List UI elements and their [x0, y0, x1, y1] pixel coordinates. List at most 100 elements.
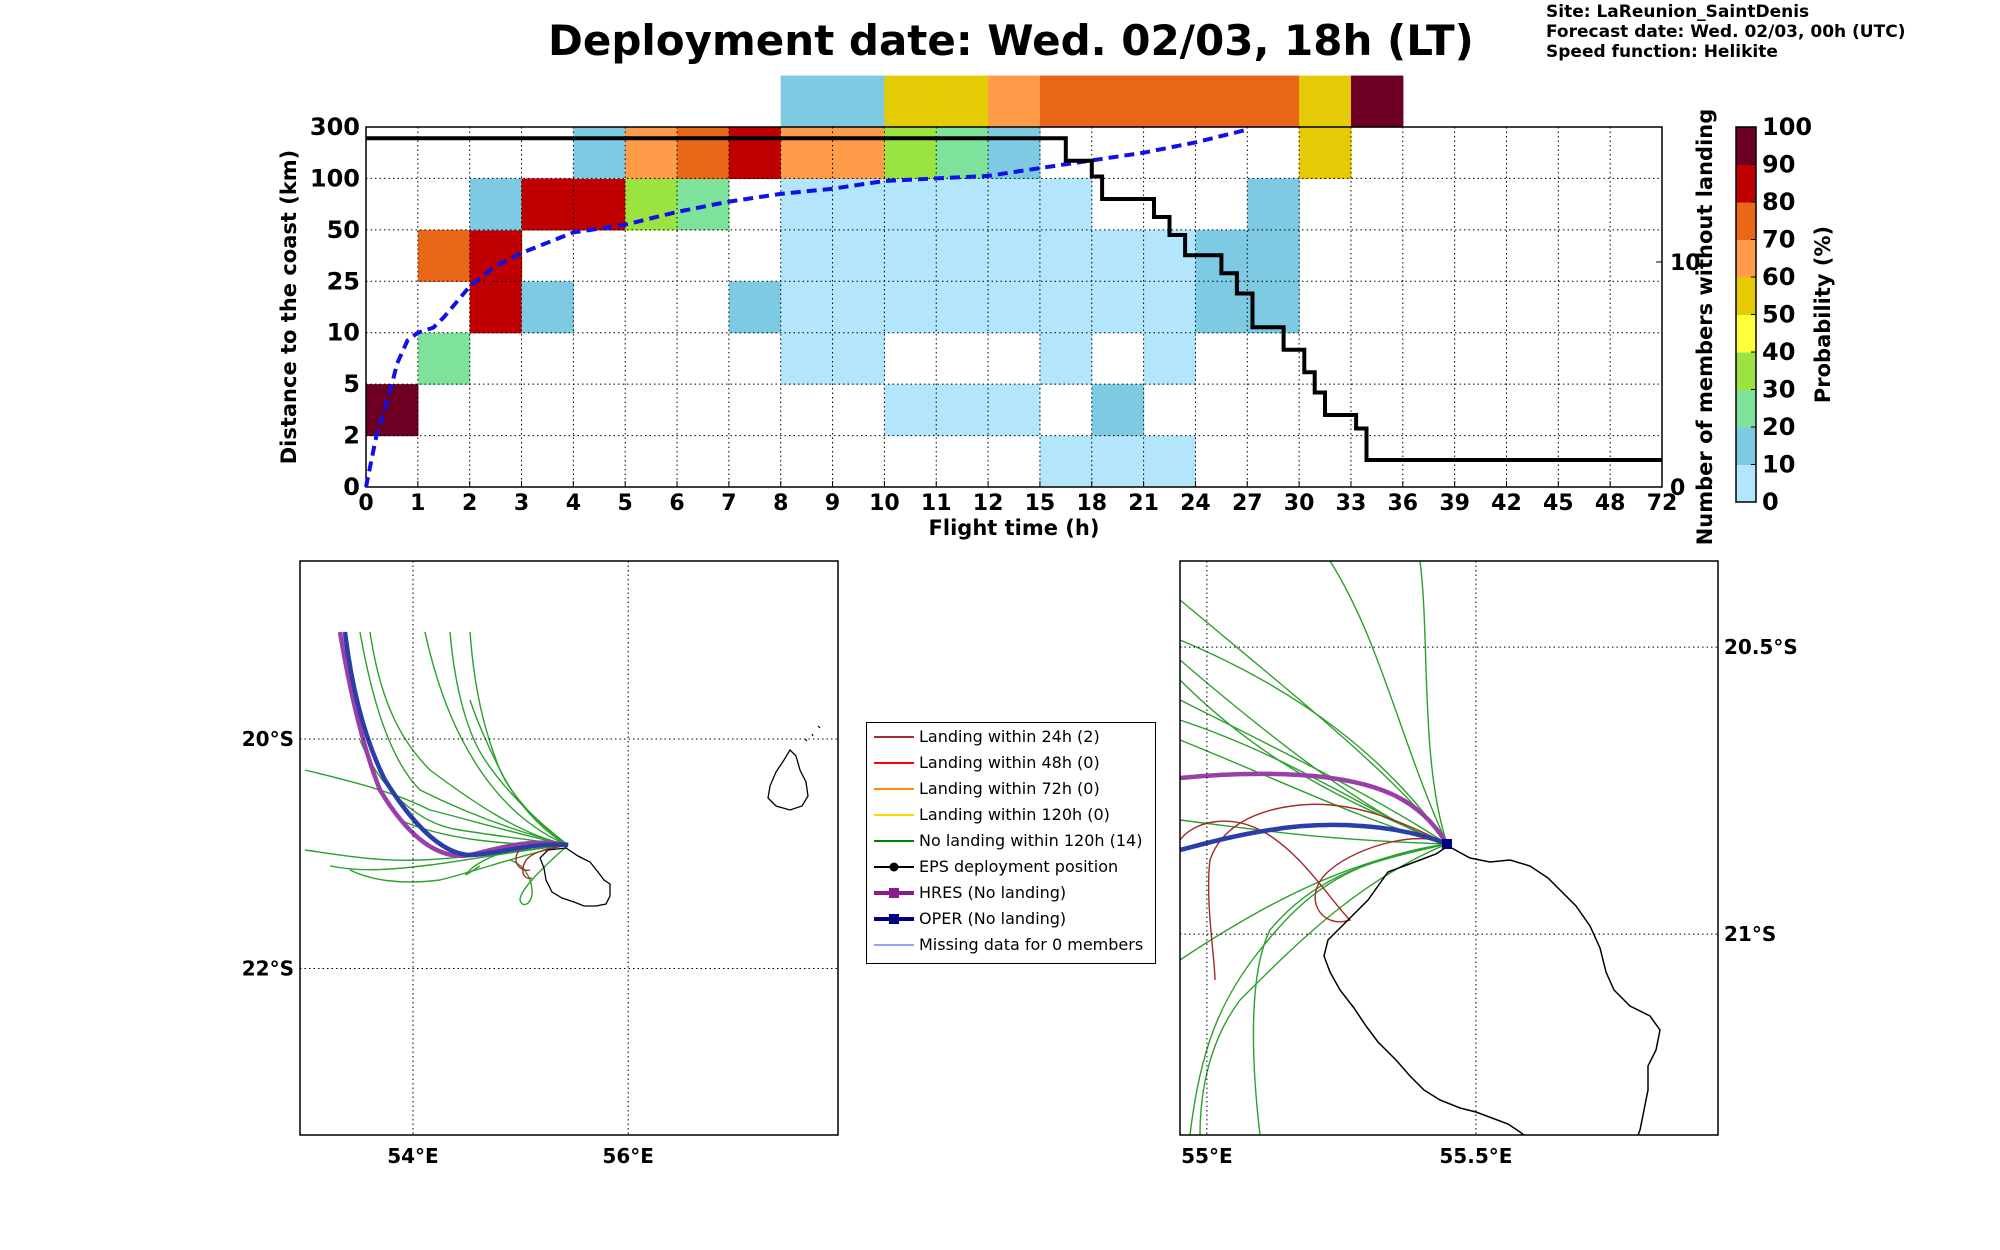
heatmap-frame [365, 126, 1663, 488]
colorbar-tick-label: 30 [1762, 376, 1795, 404]
heatmap-cell [832, 75, 885, 128]
site-name: Site: LaReunion_SaintDenis [1546, 2, 1810, 22]
heatmap-cell [677, 127, 730, 180]
heatmap-cell [469, 281, 523, 334]
colorbar-tick-label: 60 [1762, 263, 1795, 291]
y-tick-label: 100 [310, 164, 360, 192]
heatmap-cell [884, 127, 937, 180]
x-tick-label: 9 [825, 491, 840, 516]
legend-item: Landing within 120h (0) [867, 802, 1155, 826]
x-tick-label: 27 [1232, 491, 1263, 516]
x-tick-label: 3 [514, 491, 529, 516]
heatmap-cell [780, 127, 834, 180]
x-tick-label: 10 [869, 491, 900, 516]
colorbar-tick-label: 40 [1762, 338, 1795, 366]
y-tick-label: 50 [327, 216, 360, 244]
no-landing-trajectory [1419, 561, 1448, 845]
colorbar-segment [1736, 314, 1756, 353]
right-axis-label: Number of members without landing [1693, 109, 1717, 546]
colorbar-tick-label: 0 [1762, 488, 1779, 516]
heatmap-cell [1299, 127, 1352, 180]
colorbar-tick-label: 20 [1762, 413, 1795, 441]
heatmap-cell [832, 332, 885, 385]
reunion-coast-outline [1323, 845, 1661, 1135]
colorbar-tick-label: 70 [1762, 226, 1795, 254]
colorbar-tick-label: 90 [1762, 151, 1795, 179]
colorbar-segment [1736, 239, 1756, 278]
hres-trajectory [1180, 771, 1449, 846]
heatmap-cell [988, 229, 1041, 282]
no-landing-trajectory [1329, 561, 1448, 845]
heatmap-cell [1247, 178, 1300, 231]
site-info: Site: LaReunion_SaintDenis Forecast date… [1546, 2, 1905, 62]
map-y-tick-label: 20.5°S [1724, 635, 1798, 659]
x-tick-label: 12 [973, 491, 1004, 516]
oper-trajectory [1180, 822, 1448, 853]
y-tick-label: 300 [310, 113, 360, 141]
no-landing-trajectory [1199, 843, 1448, 1135]
map-y-tick-label: 21°S [1724, 922, 1776, 946]
colorbar-label: Probability (%) [1811, 226, 1835, 403]
heatmap-cell [936, 127, 989, 180]
no-landing-trajectory [359, 739, 569, 846]
legend-label: Landing within 24h (2) [919, 727, 1100, 746]
x-tick-label: 21 [1128, 491, 1159, 516]
no-landing-trajectory [449, 631, 569, 846]
heatmap-cell [884, 229, 937, 282]
heatmap-cell [832, 281, 885, 334]
no-landing-trajectory [1180, 599, 1448, 845]
x-axis-label: Flight time (h) [929, 516, 1100, 540]
heatmap-cell [1039, 75, 1093, 128]
trajectory-legend: Landing within 24h (2) Landing within 48… [866, 722, 1156, 964]
x-tick-label: 1 [410, 491, 425, 516]
x-tick-label: 4 [566, 491, 581, 516]
heatmap-cell [366, 384, 419, 437]
heatmap-cell [521, 178, 574, 231]
no-landing-trajectory [329, 844, 569, 871]
heatmap-cell [936, 75, 989, 128]
legend-item: Missing data for 0 members [867, 932, 1155, 956]
legend-label: EPS deployment position [919, 857, 1119, 876]
heatmap-axes: 0 1 2 3 4 5 6 7 8 9 10 11 12 15 18 21 24 27 30 33 36 39 42 45 48… [277, 109, 1717, 546]
y-tick-label: 5 [343, 370, 360, 398]
heatmap-cell [573, 127, 626, 180]
regional-map: 54°E 56°E 20°S 22°S [242, 560, 839, 1168]
heatmap-cell [1039, 281, 1093, 334]
heatmap-cell [936, 281, 989, 334]
chart-title: Deployment date: Wed. 02/03, 18h (LT) [548, 16, 1474, 65]
median-distance-curve [364, 127, 1248, 488]
legend-label: No landing within 120h (14) [919, 831, 1143, 850]
x-tick-label: 18 [1076, 491, 1107, 516]
colorbar-tick-label: 10 [1762, 451, 1795, 479]
heatmap-cell [728, 281, 782, 334]
map-x-tick-label: 55°E [1181, 1144, 1233, 1168]
x-tick-label: 15 [1025, 491, 1056, 516]
probability-colorbar: 0 10 20 30 40 50 60 70 80 90 100 Probability (%) [1735, 113, 1835, 516]
heatmap-cell [1091, 75, 1145, 128]
no-landing-trajectory [424, 631, 569, 846]
heatmap-cell [1039, 332, 1093, 385]
x-tick-label: 36 [1387, 491, 1418, 516]
colorbar-segment [1736, 202, 1756, 240]
x-tick-label: 33 [1336, 491, 1367, 516]
no-landing-trajectory [1252, 843, 1448, 1135]
x-tick-label: 30 [1284, 491, 1315, 516]
mauritius-island-outline [767, 748, 809, 811]
heatmap-cell [469, 178, 523, 231]
reunion-island-outline [539, 847, 611, 907]
x-tick-label: 0 [358, 491, 373, 516]
heatmap-cell [884, 384, 937, 437]
heatmap-cell [1091, 435, 1145, 488]
heatmap-cell [1143, 332, 1197, 385]
heatmap-cell [988, 178, 1041, 231]
no-landing-trajectory [1180, 739, 1448, 845]
right-tick-label: 0 [1670, 476, 1685, 501]
x-tick-label: 45 [1543, 491, 1574, 516]
x-tick-label: 42 [1491, 491, 1522, 516]
legend-label: Landing within 72h (0) [919, 779, 1100, 798]
legend-marker [889, 862, 899, 872]
heatmap-cell [625, 178, 678, 231]
x-tick-label: 8 [773, 491, 788, 516]
heatmap-cell [1039, 229, 1093, 282]
